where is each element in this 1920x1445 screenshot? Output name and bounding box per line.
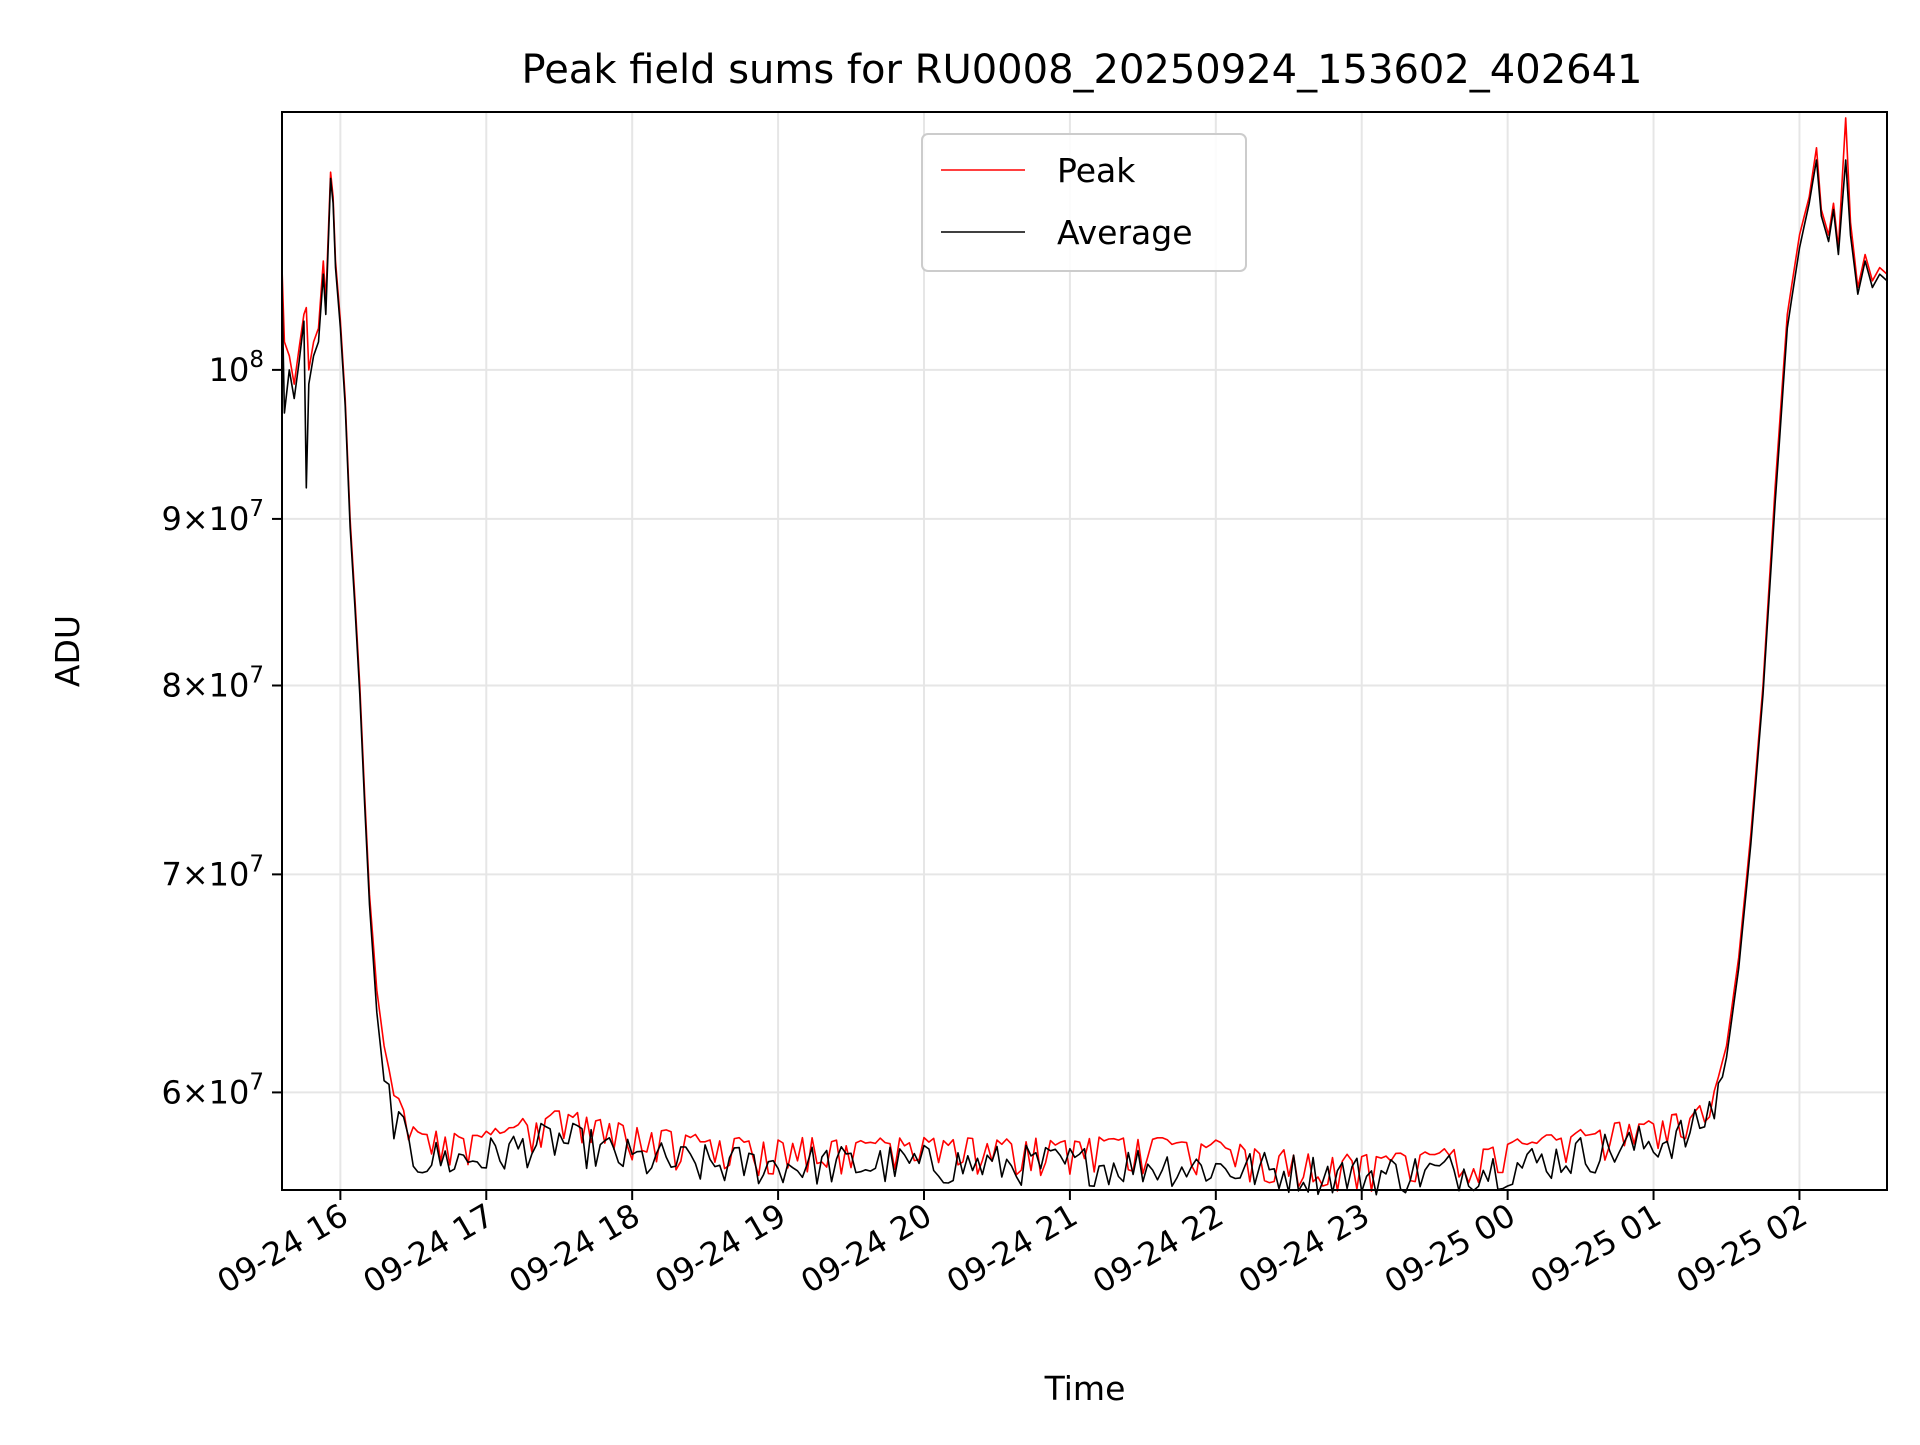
x-axis-label: Time — [1044, 1369, 1126, 1408]
y-tick-exponent: 7 — [249, 663, 264, 689]
y-tick-base: 10 — [209, 351, 250, 389]
series-layer — [281, 117, 1888, 1196]
chart-title: Peak field sums for RU0008_20250924_1536… — [522, 47, 1643, 93]
y-tick-label: 6×107 — [161, 1069, 264, 1111]
plot-frame — [281, 111, 1888, 1191]
grid — [282, 112, 1887, 1190]
y-tick-exponent: 7 — [249, 1069, 264, 1095]
y-tick-exponent: 7 — [249, 496, 264, 522]
y-tick-label: 9×107 — [161, 496, 264, 538]
series-line-average — [281, 159, 1888, 1196]
y-tick-label: 7×107 — [161, 851, 264, 893]
y-tick-label: 108 — [209, 347, 264, 389]
y-tick-exponent: 8 — [249, 347, 264, 373]
y-tick-label: 8×107 — [161, 663, 264, 705]
y-tick-base: 8×10 — [161, 667, 249, 705]
legend-label-peak: Peak — [1057, 151, 1136, 190]
y-axis-label: ADU — [48, 615, 87, 687]
series-line-peak — [281, 117, 1888, 1192]
legend: Peak Average — [921, 133, 1247, 272]
legend-label-average: Average — [1057, 213, 1193, 252]
y-tick-base: 7×10 — [161, 855, 249, 893]
y-tick-exponent: 7 — [249, 851, 264, 877]
y-tick-base: 6×10 — [161, 1073, 249, 1111]
legend-frame — [921, 133, 1247, 272]
y-tick-base: 9×10 — [161, 500, 249, 538]
